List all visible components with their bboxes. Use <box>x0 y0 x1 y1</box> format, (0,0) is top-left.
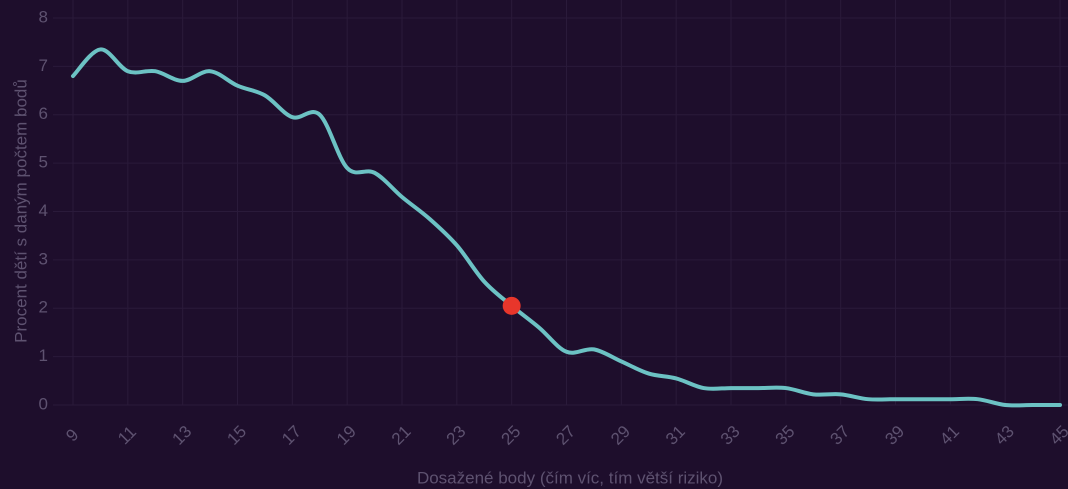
y-tick-label: 7 <box>39 56 48 75</box>
x-tick-label: 45 <box>1046 422 1068 449</box>
y-tick-label: 8 <box>39 7 48 26</box>
y-tick-label: 4 <box>39 201 48 220</box>
y-tick-label: 1 <box>39 346 48 365</box>
y-tick-label: 0 <box>39 394 48 413</box>
y-axis-label: Procent dětí s daným počtem bodů <box>11 79 30 343</box>
y-tick-label: 3 <box>39 249 48 268</box>
y-tick-label: 6 <box>39 104 48 123</box>
y-tick-label: 2 <box>39 298 48 317</box>
x-axis-label: Dosažené body (čím víc, tím větší riziko… <box>417 468 723 487</box>
line <box>71 47 1062 408</box>
y-tick-label: 5 <box>39 153 48 172</box>
highlight-point <box>502 296 521 315</box>
